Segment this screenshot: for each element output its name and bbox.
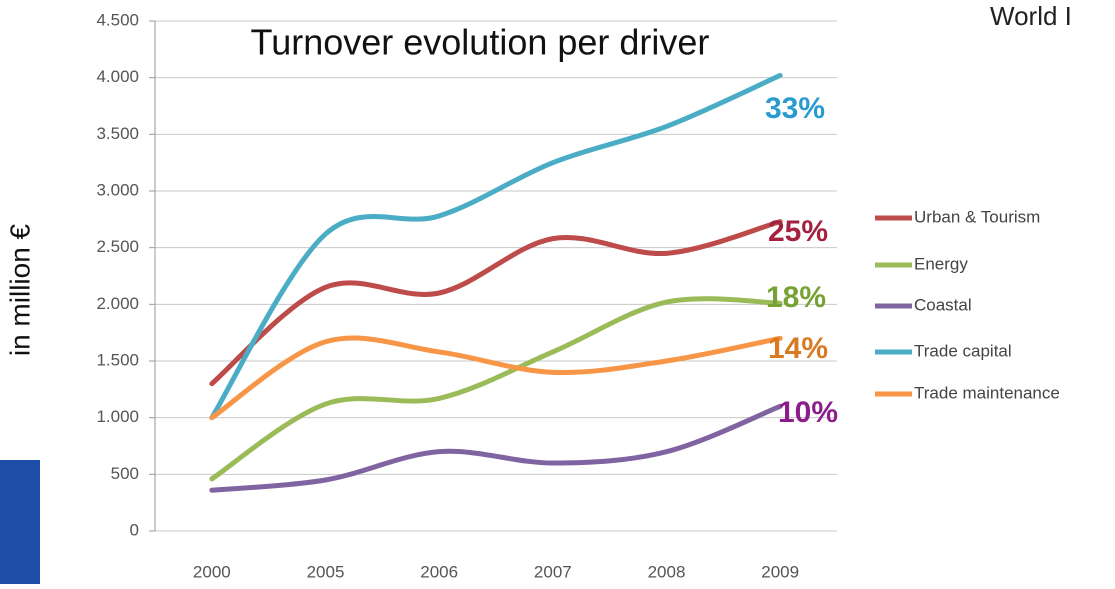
y-tick-label: 1.000 <box>96 407 139 426</box>
x-tick-label: 2008 <box>648 562 686 581</box>
line <box>209 403 783 493</box>
annotation: 33% <box>765 92 825 125</box>
y-axis-label: in million € <box>4 223 35 356</box>
annotation: 25% <box>768 215 828 248</box>
line <box>209 296 783 482</box>
x-tick-label: 2009 <box>761 562 799 581</box>
x-tick-label: 2006 <box>420 562 458 581</box>
y-tick-label: 4.500 <box>96 10 139 29</box>
decoration <box>0 460 40 584</box>
y-tick-label: 0 <box>130 520 139 539</box>
corner-text: World I <box>990 1 1072 31</box>
line <box>209 72 783 421</box>
y-tick-label: 4.000 <box>96 67 139 86</box>
y-tick-label: 2.000 <box>96 294 139 313</box>
legend-label: Trade maintenance <box>914 383 1060 402</box>
annotation: 14% <box>768 332 828 365</box>
legend-label: Trade capital <box>914 341 1012 360</box>
chart-title: Turnover evolution per driver <box>251 22 710 63</box>
line <box>209 335 783 421</box>
legend-label: Urban & Tourism <box>914 207 1040 226</box>
annotation: 10% <box>778 396 838 429</box>
y-tick-label: 1.500 <box>96 350 139 369</box>
x-tick-label: 2007 <box>534 562 572 581</box>
y-tick-label: 500 <box>111 464 139 483</box>
y-tick-label: 3.500 <box>96 124 139 143</box>
line <box>209 219 783 387</box>
x-tick-label: 2005 <box>307 562 345 581</box>
y-tick-label: 2.500 <box>96 237 139 256</box>
legend-label: Coastal <box>914 295 972 314</box>
legend-label: Energy <box>914 254 968 273</box>
x-tick-label: 2000 <box>193 562 231 581</box>
y-tick-label: 3.000 <box>96 180 139 199</box>
annotation: 18% <box>766 281 826 314</box>
